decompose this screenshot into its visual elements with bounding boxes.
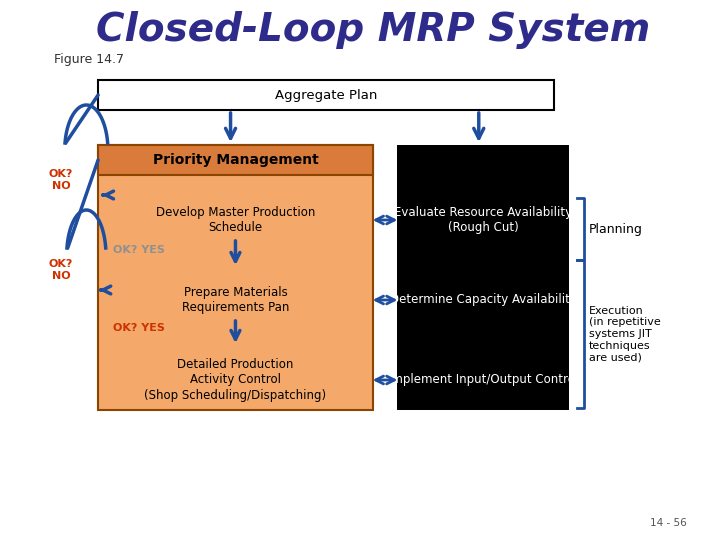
Text: Closed-Loop MRP System: Closed-Loop MRP System [96,11,650,49]
Text: 14 - 56: 14 - 56 [650,518,687,528]
Text: Evaluate Resource Availability
(Rough Cut): Evaluate Resource Availability (Rough Cu… [394,206,572,234]
Text: OK? YES: OK? YES [113,245,165,255]
Text: Detailed Production
Activity Control
(Shop Scheduling/Dispatching): Detailed Production Activity Control (Sh… [145,359,327,402]
Bar [98,145,373,175]
Bar [397,145,569,410]
Text: Figure 14.7: Figure 14.7 [54,53,124,66]
Text: Implement Input/Output Control: Implement Input/Output Control [388,374,578,387]
Text: Priority Management: Priority Management [153,153,318,167]
Text: Prepare Materials
Requirements Pan: Prepare Materials Requirements Pan [181,286,289,314]
Text: OK? YES: OK? YES [113,323,165,333]
Bar [98,80,554,110]
Text: OK?
NO: OK? NO [49,169,73,191]
Text: Determine Capacity Availability: Determine Capacity Availability [390,294,577,307]
Text: OK?
NO: OK? NO [49,259,73,281]
Text: Aggregate Plan: Aggregate Plan [275,89,377,102]
Text: Develop Master Production
Schedule: Develop Master Production Schedule [156,206,315,234]
Text: Execution
(in repetitive
systems JIT
techniques
are used): Execution (in repetitive systems JIT tec… [589,306,660,362]
Bar [98,145,373,410]
Text: Planning: Planning [589,222,642,235]
Bar [98,145,373,175]
